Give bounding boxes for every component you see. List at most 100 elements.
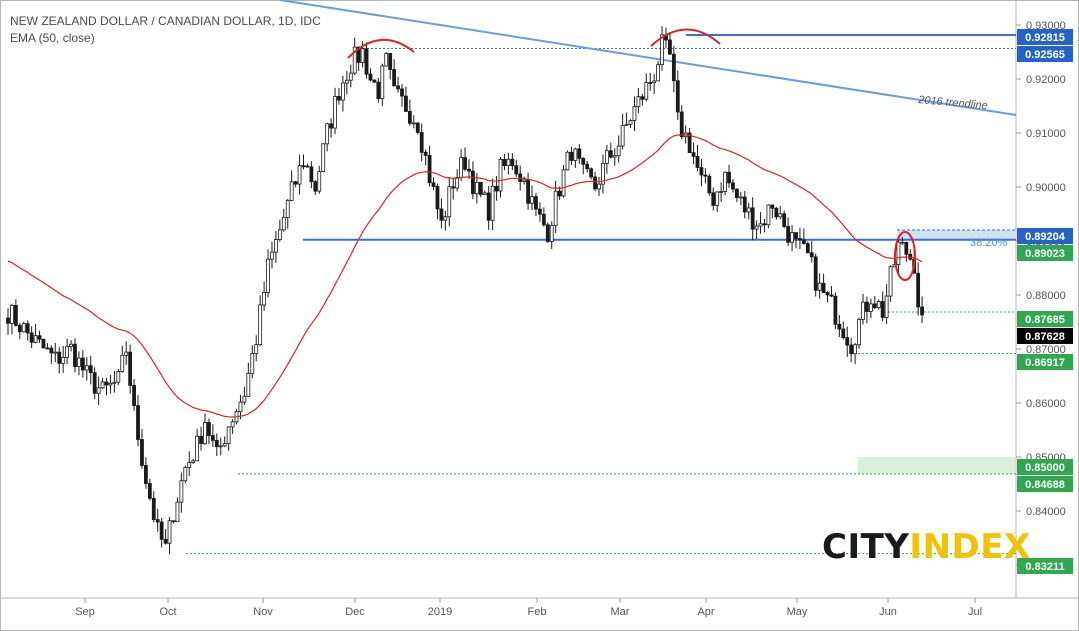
candle-body [916, 272, 921, 308]
candle-body [340, 82, 345, 101]
candle-body [872, 303, 877, 309]
candle-body [581, 158, 586, 165]
candle-body [727, 171, 731, 184]
candle-body [21, 323, 26, 333]
candle-body [352, 46, 357, 74]
candle-body [490, 185, 495, 221]
candle-body [723, 171, 727, 192]
candle-body [376, 81, 381, 100]
candle-body [10, 305, 14, 324]
candle-body [589, 168, 594, 178]
candle-body [561, 169, 566, 197]
candle-body [813, 256, 818, 291]
candle-body [612, 155, 617, 158]
candle-body [549, 224, 554, 242]
svg-text:CITYINDEX: CITYINDEX [822, 527, 1031, 567]
candle-body [124, 351, 129, 356]
candle-body [616, 145, 621, 157]
candle-body [140, 439, 144, 466]
candle-body [108, 382, 113, 386]
candle-body [474, 181, 479, 195]
price-label: 0.84688 [1017, 476, 1073, 492]
candle-body [337, 96, 341, 101]
price-label: 0.89023 [1017, 245, 1073, 261]
candle-body [758, 223, 763, 227]
candle-body [447, 186, 452, 218]
candle-body [510, 158, 515, 167]
price-label-text: 0.89023 [1025, 248, 1065, 260]
candle-body [569, 151, 574, 161]
candle-body [679, 111, 684, 138]
price-label: 0.92565 [1017, 46, 1073, 62]
support-zone-085 [858, 457, 1016, 474]
candle-body [167, 520, 172, 544]
candle-body [707, 175, 712, 194]
candle-body [738, 196, 743, 199]
candle-body [471, 170, 475, 195]
price-label-bg [1017, 476, 1073, 492]
candle-body [553, 190, 558, 226]
candle-body [593, 176, 597, 190]
candle-body [73, 343, 77, 367]
candle-body [585, 163, 590, 170]
candle-body [100, 381, 105, 389]
price-label-text: 0.87685 [1025, 314, 1065, 326]
x-tick-label: Jun [879, 606, 897, 618]
candle-body [203, 422, 207, 444]
candle-body [277, 229, 282, 240]
candle-body [443, 216, 448, 221]
x-tick-label: Mar [611, 606, 630, 618]
candle-body [809, 252, 814, 258]
candle-body [829, 294, 834, 297]
candle-body [766, 204, 771, 226]
x-tick-label: Feb [528, 606, 547, 618]
candle-body [435, 186, 440, 210]
candle-body [431, 182, 436, 187]
candle-body [207, 422, 211, 436]
candle-body [88, 365, 93, 373]
candle-body [356, 46, 361, 63]
candle-body [195, 435, 200, 462]
candle-body [317, 171, 322, 192]
candle-body [660, 34, 664, 66]
candle-body [6, 317, 10, 324]
candle-body [384, 53, 389, 67]
candle-body [41, 338, 46, 349]
candle-body [656, 64, 660, 82]
candle-body [545, 224, 550, 242]
price-label-bg [1017, 459, 1073, 475]
x-tick-label: Nov [253, 606, 273, 618]
candle-body [786, 226, 791, 243]
candle-body [155, 519, 160, 523]
candle-body [522, 179, 527, 182]
top-arc-2 [650, 28, 721, 47]
candle-body [833, 295, 838, 325]
y-tick-label: 0.92000 [1026, 74, 1066, 86]
candle-body [128, 351, 133, 386]
x-tick-label: Apr [697, 606, 714, 618]
candle-body [695, 156, 700, 169]
candle-body [344, 79, 349, 84]
price-label-text: 0.89204 [1025, 231, 1066, 243]
candle-body [884, 295, 889, 318]
candle-body [69, 343, 73, 348]
candle-body [794, 232, 798, 239]
candle-body [116, 370, 121, 383]
price-label-text: 0.92565 [1025, 49, 1065, 61]
candle-body [132, 385, 136, 407]
candle-body [790, 232, 794, 243]
candle-body [821, 282, 826, 293]
candle-body [865, 301, 869, 312]
x-tick-label: Jul [968, 606, 982, 618]
candle-body [652, 80, 657, 84]
cityindex-logo: CITYINDEX [822, 527, 1031, 567]
candle-body [754, 225, 759, 230]
candle-body [904, 242, 909, 255]
candle-body [183, 467, 188, 482]
candle-body [396, 85, 400, 90]
price-label: 0.87628 [1017, 328, 1073, 344]
candle-body [746, 207, 751, 213]
candle-body [478, 181, 483, 195]
top-arc-1 [347, 39, 415, 59]
candle-body [762, 223, 767, 226]
